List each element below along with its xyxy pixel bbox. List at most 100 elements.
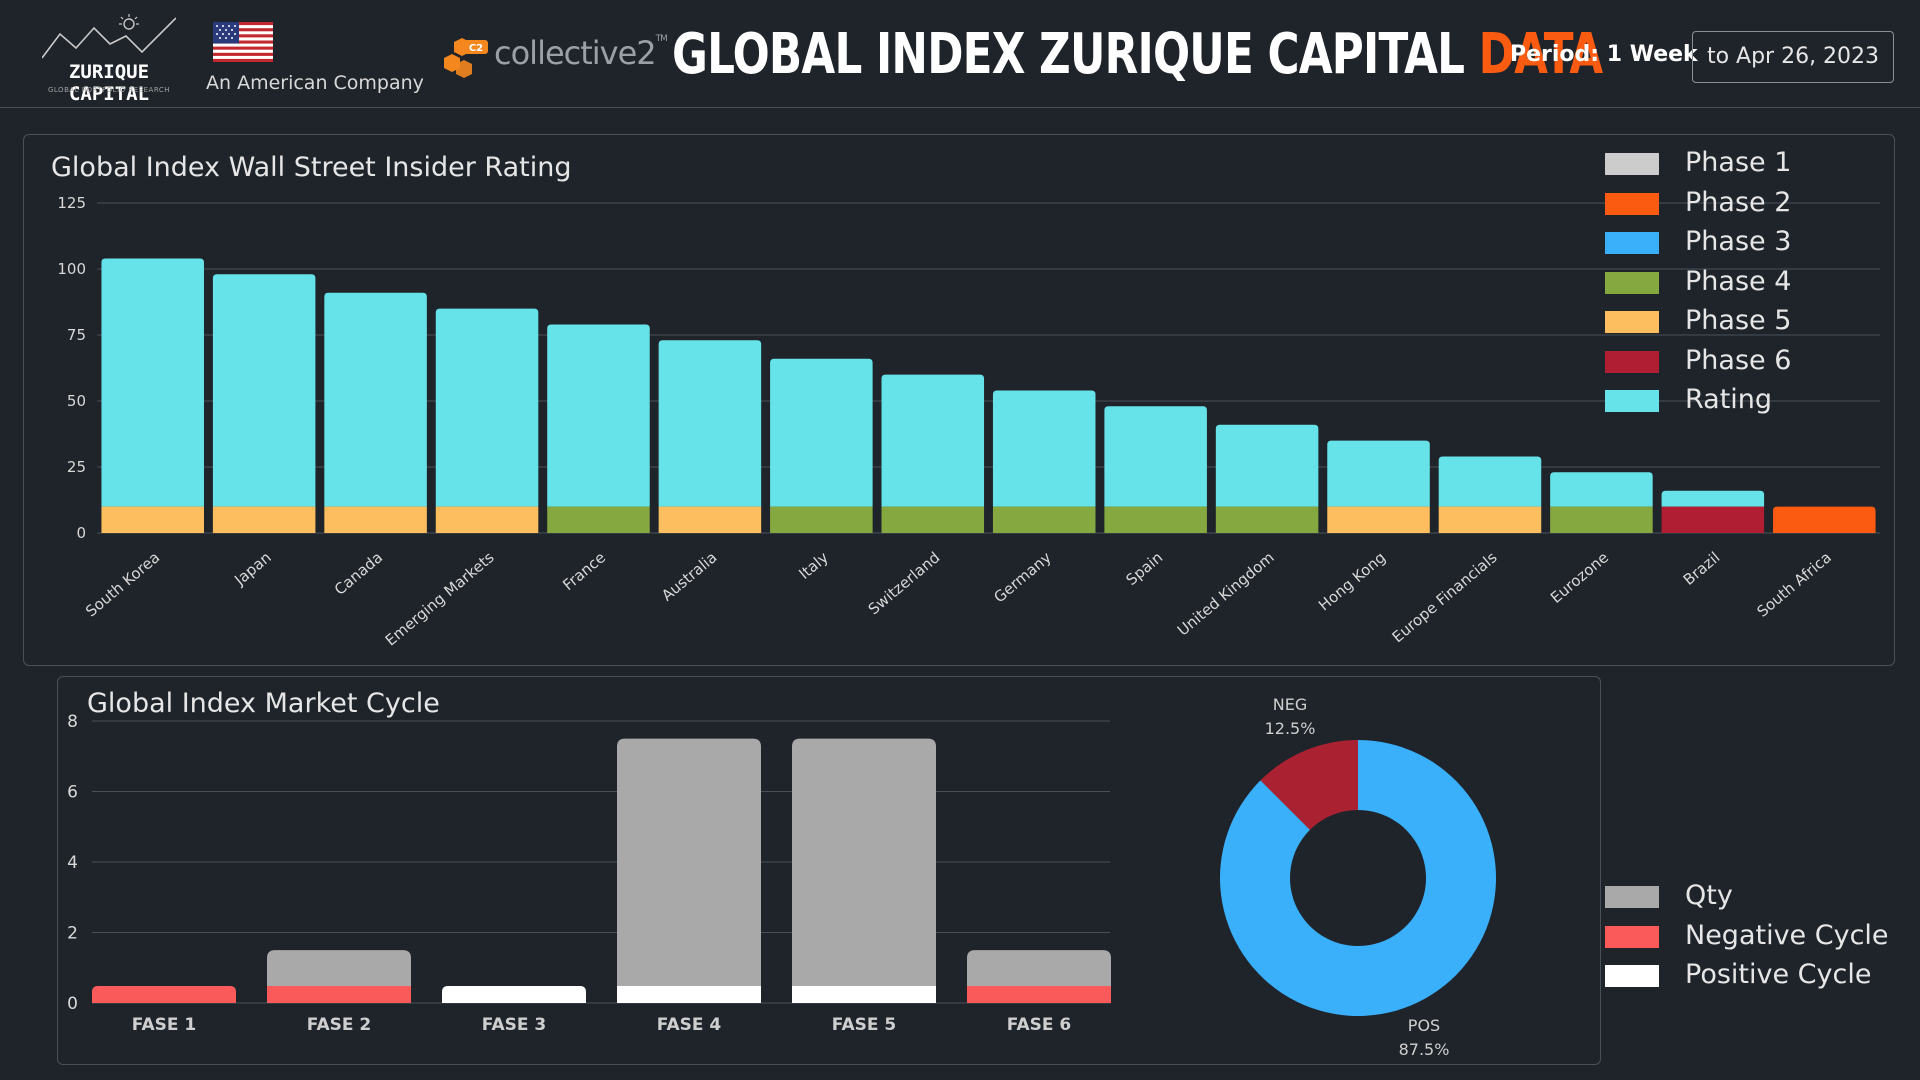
phase-bar-canada: [324, 506, 427, 533]
y-tick-label: 2: [67, 924, 78, 944]
cycle-bar-fase-4: [617, 986, 761, 1003]
x-tick-label: South Korea: [82, 548, 163, 620]
phase-bar-germany: [992, 506, 1096, 533]
rating-bar-canada: [324, 292, 427, 507]
phase-bar-united-kingdom: [1215, 506, 1319, 533]
rating-bar-europe-financials: [1438, 456, 1542, 507]
phase-bar-south-africa: [1773, 506, 1876, 533]
title-accent: DATA: [1478, 22, 1604, 87]
x-tick-label: South Africa: [1753, 548, 1834, 620]
x-tick-label: Canada: [331, 548, 386, 598]
insider-rating-title: Global Index Wall Street Insider Rating: [51, 152, 572, 183]
rating-bar-hong-kong: [1327, 440, 1430, 507]
rating-bar-italy: [770, 358, 873, 507]
period-label: Period: 1 Week: [1510, 42, 1698, 67]
qty-bar-fase-4: [617, 738, 761, 986]
legend-label: Phase 5: [1685, 305, 1792, 336]
rating-bar-eurozone: [1550, 472, 1653, 507]
rating-bar-japan: [212, 274, 316, 507]
donut-label-pos: POS: [1408, 1016, 1440, 1035]
rating-bar-south-korea: [101, 258, 204, 507]
rating-bar-spain: [1104, 406, 1207, 507]
legend-item-phase-4[interactable]: Phase 4: [1605, 265, 1905, 297]
phase-bar-south-korea: [101, 506, 204, 533]
legend-swatch: [1605, 350, 1659, 373]
collective2-logo: C2 collective2TM: [444, 34, 668, 78]
legend-item-phase-3[interactable]: Phase 3: [1605, 226, 1905, 257]
legend-item-phase-5[interactable]: Phase 5: [1605, 305, 1905, 336]
donut-value-neg: 12.5%: [1265, 719, 1316, 738]
y-tick-label: 75: [67, 326, 86, 344]
phase-bar-switzerland: [881, 506, 985, 533]
cycle-bar-fase-2: [267, 986, 411, 1003]
insider-rating-panel: [23, 134, 1895, 666]
y-tick-label: 100: [57, 260, 86, 278]
phase-bar-japan: [212, 506, 316, 533]
legend-label: Phase 4: [1685, 265, 1792, 297]
c2-badge-text: C2: [469, 43, 483, 54]
x-tick-label: Brazil: [1680, 548, 1724, 589]
c2-hexagon-icon: C2: [444, 38, 488, 78]
rating-bar-united-kingdom: [1215, 424, 1319, 507]
legend-swatch: [1605, 153, 1659, 175]
zurique-capital-logo: ZURIQUE CAPITAL GLOBAL PORTFOLIO RESEARC…: [24, 14, 194, 105]
legend-item-rating[interactable]: Rating: [1605, 384, 1905, 415]
x-tick-label: Eurozone: [1547, 548, 1612, 607]
legend-swatch: [1605, 390, 1659, 412]
date-range-box: to Apr 26, 2023: [1692, 31, 1894, 83]
cycle-bar-fase-6: [967, 986, 1111, 1003]
legend-label: Qty: [1685, 880, 1733, 911]
mountain-sun-icon: [42, 14, 176, 59]
header-bar: ZURIQUE CAPITAL GLOBAL PORTFOLIO RESEARC…: [0, 0, 1920, 108]
y-tick-label: 125: [57, 194, 86, 212]
legend-swatch: [1605, 965, 1659, 987]
phase-bar-australia: [658, 506, 762, 533]
legend-label: Phase 6: [1685, 344, 1792, 376]
x-tick-label: France: [559, 548, 609, 594]
legend-item-positive-cycle[interactable]: Positive Cycle: [1605, 959, 1905, 990]
legend-item-phase-2[interactable]: Phase 2: [1605, 187, 1905, 218]
x-tick-label: Australia: [658, 548, 720, 604]
phase-bar-europe-financials: [1438, 506, 1542, 533]
legend-item-negative-cycle[interactable]: Negative Cycle: [1605, 919, 1905, 951]
x-tick-label: FASE 3: [482, 1015, 546, 1035]
market-cycle-title: Global Index Market Cycle: [87, 688, 440, 719]
phase-bar-spain: [1104, 506, 1207, 533]
x-tick-label: Switzerland: [865, 548, 944, 618]
rating-bar-france: [547, 324, 650, 507]
donut-slice-neg: [1260, 740, 1358, 830]
qty-bar-fase-2: [267, 950, 411, 986]
title-main: GLOBAL INDEX ZURIQUE CAPITAL: [672, 22, 1479, 87]
y-tick-label: 8: [67, 712, 78, 732]
legend-swatch: [1605, 232, 1659, 254]
donut-value-pos: 87.5%: [1399, 1040, 1450, 1059]
phase-bar-brazil: [1661, 506, 1765, 533]
x-tick-label: Italy: [795, 548, 832, 583]
legend-swatch: [1605, 311, 1659, 333]
legend-item-qty[interactable]: Qty: [1605, 880, 1905, 911]
x-tick-label: Japan: [230, 548, 274, 589]
x-tick-label: United Kingdom: [1174, 548, 1278, 639]
insider-rating-chart: 0 25 50 75 100 125 South Korea Japan CanadaEmerg…: [57, 194, 1880, 650]
legend-item-phase-1[interactable]: Phase 1: [1605, 147, 1905, 178]
phase-bar-italy: [770, 506, 873, 533]
x-tick-label: FASE 5: [832, 1015, 896, 1035]
donut-slice-pos: [1220, 740, 1496, 1016]
cycle-donut-chart: NEG 12.5% POS 87.5%: [1220, 695, 1496, 1059]
market-cycle-panel: [57, 676, 1601, 1065]
phase-bar-eurozone: [1550, 506, 1653, 533]
company-tagline: An American Company: [206, 72, 424, 94]
legend-swatch: [1605, 192, 1659, 215]
phase-bar-hong-kong: [1327, 506, 1430, 533]
rating-bar-australia: [658, 340, 762, 507]
legend-label: Phase 3: [1685, 226, 1792, 257]
y-tick-label: 4: [67, 853, 78, 873]
logo-tagline: GLOBAL PORTFOLIO RESEARCH: [47, 86, 170, 94]
cycle-bar-fase-1: [92, 986, 236, 1003]
x-tick-label: FASE 4: [657, 1015, 722, 1035]
us-flag-icon: [213, 22, 273, 62]
legend-item-phase-6[interactable]: Phase 6: [1605, 344, 1905, 376]
collective2-wordmark: collective2: [494, 34, 657, 72]
legend-swatch: [1605, 271, 1659, 294]
legend-label: Negative Cycle: [1685, 919, 1889, 951]
